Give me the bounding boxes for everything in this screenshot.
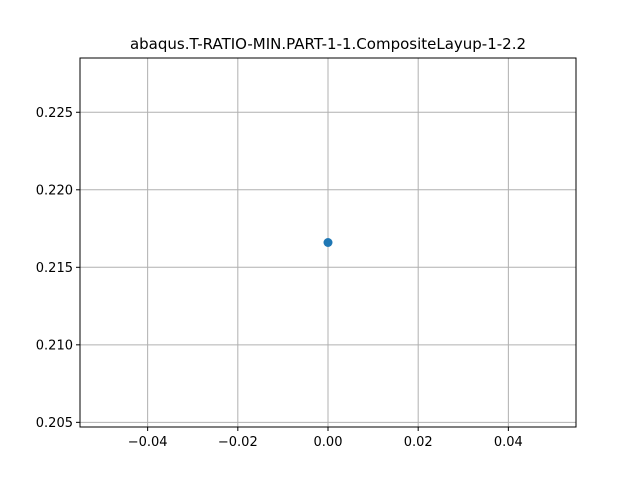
marks-layer [323,238,333,247]
data-point [323,238,333,247]
x-tick-label: 0.04 [494,435,523,450]
y-tick-label: 0.215 [36,261,73,276]
x-tick-label: −0.02 [218,435,258,450]
chart-title: abaqus.T-RATIO-MIN.PART-1-1.CompositeLay… [130,35,526,53]
y-tick-label: 0.225 [36,106,73,121]
y-tick-label: 0.205 [36,416,73,431]
x-tick-label: 0.02 [404,435,433,450]
x-tick-label: 0.00 [314,435,343,450]
y-tick-label: 0.210 [36,338,73,353]
y-tick-label: 0.220 [36,183,73,198]
grid-layer [80,58,576,427]
ticks-layer: −0.04 −0.02 0.00 0.02 0.04 0.205 0.210 0.215 0.2… [36,106,523,450]
x-tick-label: −0.04 [128,435,168,450]
